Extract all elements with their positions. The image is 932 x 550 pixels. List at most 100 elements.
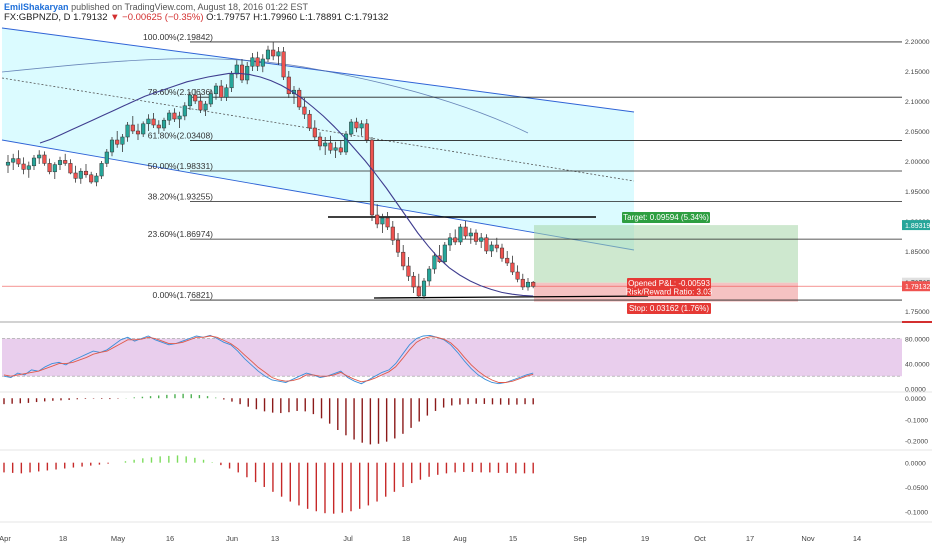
candle-body: [484, 237, 489, 252]
fib-level-label: 23.60%(1.86974): [148, 229, 213, 239]
histogram-two-tick-label: -0.1000: [905, 509, 928, 516]
candle-body: [224, 87, 229, 98]
price-tick-label: 1.95000: [905, 189, 930, 196]
moving-average-line: [39, 72, 534, 297]
candle-body: [333, 147, 338, 151]
candle-body: [172, 112, 177, 120]
candle-body: [135, 130, 141, 135]
candle-body: [510, 262, 515, 273]
time-tick-label: 14: [853, 534, 861, 543]
candle-body: [187, 94, 193, 107]
candle-body: [167, 112, 172, 121]
candle-body: [312, 127, 317, 138]
candle-body: [531, 281, 536, 287]
target-zone: [534, 225, 798, 283]
candle-body: [120, 136, 125, 145]
candle-body: [349, 121, 354, 135]
fib-level-label: 50.00%(1.98331): [148, 161, 213, 171]
time-tick-label: 18: [59, 534, 67, 543]
author-name[interactable]: EmilShakaryan: [4, 2, 69, 12]
time-tick-label: Aug: [453, 534, 466, 543]
candle-body: [130, 124, 135, 132]
histogram-two-tick-label: 0.0000: [905, 461, 926, 468]
candle-body: [354, 121, 359, 129]
support-line: [373, 295, 649, 299]
candle-body: [99, 163, 104, 177]
candle-body: [260, 58, 265, 67]
candle-body: [109, 139, 115, 153]
time-tick-label: Jun: [226, 534, 238, 543]
candle-body: [177, 115, 182, 120]
fib-level-label: 78.60%(2.10636): [148, 87, 213, 97]
pnl-label-text: Opened P&L: -0.00593: [628, 279, 710, 288]
candle-body: [16, 158, 21, 165]
candle-body: [380, 217, 385, 225]
candle-body: [31, 157, 37, 167]
candle-body: [229, 73, 234, 89]
oscillator-band: [2, 338, 902, 377]
candle-body: [89, 174, 94, 183]
channel-mid-line: [1, 77, 635, 182]
time-tick-label: Jul: [343, 534, 353, 543]
candle-body: [156, 124, 161, 129]
candle-body: [323, 142, 328, 147]
time-tick-label: Apr: [0, 534, 11, 543]
target-label: Target: 0.09594 (5.34%): [622, 212, 710, 223]
fib-level-label: 100.00%(2.19842): [143, 32, 213, 42]
time-tick-label: 19: [641, 534, 649, 543]
candle-body: [219, 85, 224, 98]
price-tick-label: 2.00000: [905, 159, 930, 166]
oscillator-line: [3, 335, 534, 383]
candle-body: [317, 136, 323, 147]
time-tick-label: Nov: [801, 534, 815, 543]
candle-body: [468, 232, 473, 237]
candle-body: [52, 164, 57, 173]
candle-body: [250, 57, 255, 67]
target-label-box: [622, 212, 710, 223]
candle-body: [115, 139, 120, 145]
pnl-label-box: [627, 278, 711, 296]
candle-body: [479, 237, 484, 242]
candle-body: [203, 103, 208, 111]
candle-body: [42, 154, 47, 164]
candle-body: [151, 118, 156, 126]
candle-body: [239, 64, 245, 81]
candle-body: [245, 65, 250, 81]
candle-body: [5, 161, 11, 166]
candle-body: [520, 278, 525, 288]
candle-body: [442, 244, 447, 263]
time-tick-label: 17: [746, 534, 754, 543]
price-tag-label: 1.79132: [905, 284, 930, 291]
candle-body: [416, 286, 421, 297]
candle-body: [193, 94, 198, 102]
publisher-line: EmilShakaryan published on TradingView.c…: [4, 2, 308, 12]
oscillator-tick-label: 40.0000: [905, 362, 930, 369]
candle-body: [26, 165, 31, 170]
candle-body: [161, 119, 167, 129]
candle-body: [499, 247, 505, 259]
candle-body: [125, 124, 130, 138]
ohlc-values: O:1.79757 H:1.79960 L:1.78891 C:1.79132: [206, 12, 389, 23]
candle-body: [343, 133, 349, 153]
time-tick-label: 15: [509, 534, 517, 543]
candle-body: [213, 85, 219, 95]
price-tick-label: 2.15000: [905, 69, 930, 76]
candle-body: [395, 239, 401, 253]
pnl-label-text: Risk/Reward Ratio: 3.03: [626, 288, 713, 297]
histogram-one-tick-label: -0.2000: [905, 439, 928, 446]
histogram-one-tick-label: -0.1000: [905, 417, 928, 424]
price-tick-label: 1.75000: [905, 309, 930, 316]
fib-level-label: 0.00%(1.76821): [153, 290, 214, 300]
candle-body: [234, 64, 239, 75]
candle-body: [141, 123, 146, 135]
candle-body: [390, 226, 395, 241]
candle-body: [63, 160, 68, 164]
candle-body: [68, 163, 73, 174]
candle-body: [328, 142, 333, 151]
candle-body: [427, 268, 432, 282]
candle-body: [21, 163, 26, 170]
candle-body: [208, 93, 213, 105]
price-tick-label: 2.05000: [905, 129, 930, 136]
